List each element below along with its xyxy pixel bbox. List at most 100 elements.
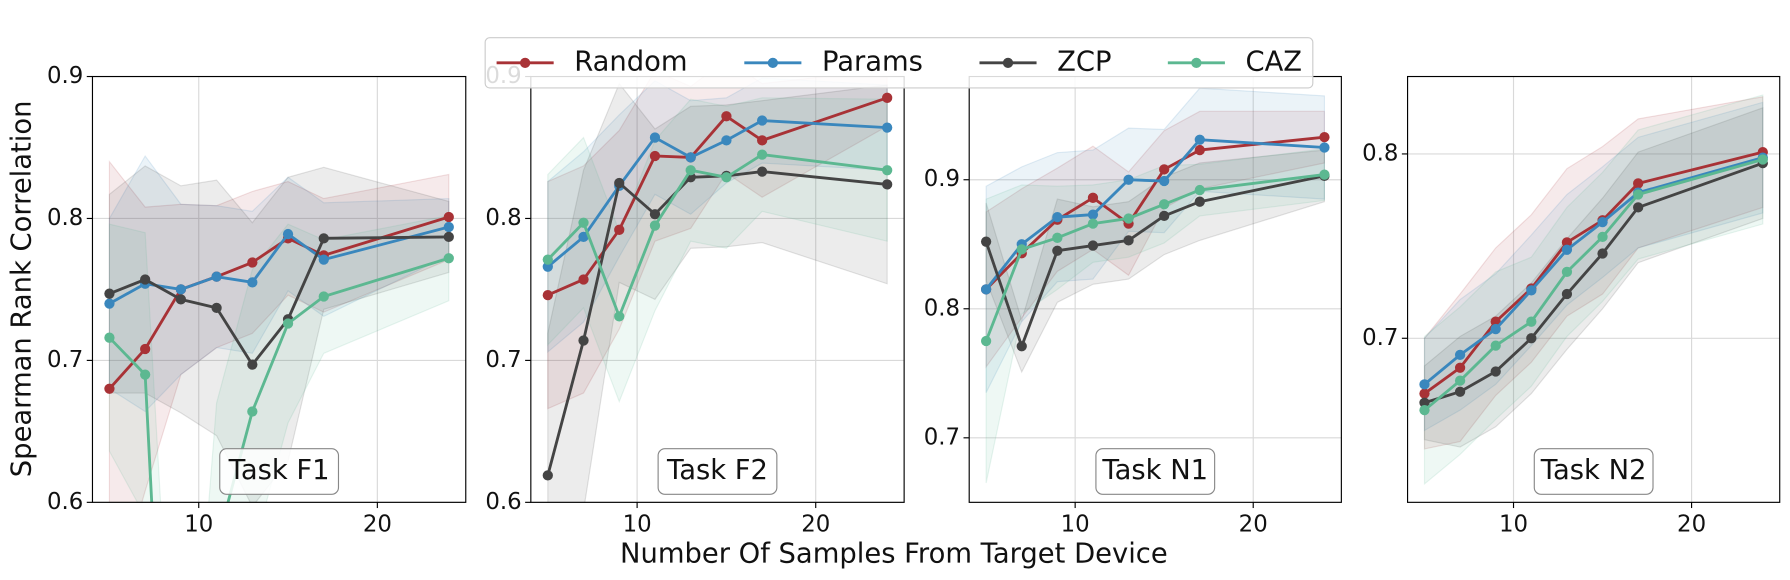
series-line <box>984 138 1325 291</box>
data-point <box>282 228 294 240</box>
y-tick-label: 0.8 <box>924 295 960 321</box>
data-point <box>1087 218 1099 229</box>
data-point <box>882 165 893 176</box>
data-point <box>542 254 553 265</box>
data-point <box>578 217 589 228</box>
plot-area <box>542 76 893 503</box>
data-point <box>1087 240 1099 251</box>
data-point <box>1052 232 1063 243</box>
data-point <box>247 277 258 288</box>
data-point <box>140 369 151 380</box>
annotation: Task F1 <box>228 455 330 486</box>
data-point <box>1561 237 1573 248</box>
series-line <box>547 96 888 297</box>
data-point <box>721 135 732 146</box>
data-point <box>649 150 661 162</box>
series-line <box>984 174 1325 351</box>
data-point <box>1597 231 1608 243</box>
data-point <box>1454 386 1466 397</box>
data-point <box>1123 213 1134 224</box>
data-point <box>247 359 258 370</box>
data-point <box>1319 142 1330 153</box>
data-point <box>1159 210 1170 222</box>
data-point <box>542 470 553 481</box>
data-point <box>882 122 893 133</box>
data-point <box>1419 379 1430 390</box>
data-point <box>756 135 768 146</box>
y-tick-label: 0.8 <box>47 205 83 231</box>
y-tick-label: 0.9 <box>924 166 960 192</box>
data-point <box>1319 132 1330 143</box>
data-point <box>1159 199 1170 210</box>
annotation-box <box>219 448 340 495</box>
data-point <box>649 209 661 220</box>
subplot: 0.6 0.7 0.8 0.9 10 20 Task F1 <box>47 63 467 538</box>
data-point <box>756 166 768 177</box>
data-point <box>104 298 115 309</box>
series-line <box>1423 156 1764 386</box>
data-point <box>1561 244 1573 255</box>
annotation-box <box>1533 448 1654 495</box>
subplot: 0.7 0.8 10 20 Task N2 <box>1362 75 1781 538</box>
annotation-box <box>1095 448 1216 495</box>
data-point <box>318 233 329 244</box>
annotation: Task N1 <box>1101 455 1208 486</box>
x-tick-label: 20 <box>1239 512 1268 538</box>
data-point <box>211 271 222 282</box>
data-point <box>1052 212 1063 223</box>
data-point <box>685 152 696 163</box>
data-point <box>756 115 768 126</box>
data-point <box>882 92 893 103</box>
data-point <box>247 257 258 268</box>
data-point <box>1526 285 1537 296</box>
data-point <box>282 318 294 329</box>
series-line <box>546 119 888 268</box>
annotation: Task N2 <box>1540 455 1647 486</box>
data-point <box>614 311 625 322</box>
x-tick-label: 10 <box>623 512 652 538</box>
data-point <box>443 211 454 223</box>
data-point <box>882 179 893 190</box>
data-point <box>175 294 187 305</box>
data-point <box>1123 235 1134 246</box>
data-point <box>1319 169 1330 180</box>
data-point <box>980 236 992 247</box>
legend-frame <box>484 37 1314 89</box>
data-point <box>1419 405 1430 416</box>
data-point <box>614 224 625 235</box>
data-point <box>1633 178 1644 189</box>
data-point <box>1526 333 1537 344</box>
plot-area <box>980 87 1330 484</box>
series-line <box>546 153 888 321</box>
data-point <box>542 261 553 272</box>
data-point <box>104 383 115 394</box>
data-point <box>443 231 454 243</box>
data-point <box>614 177 625 189</box>
data-point <box>211 302 222 314</box>
y-tick-label: 0.6 <box>47 489 83 515</box>
data-point <box>649 132 661 143</box>
data-point <box>1454 349 1466 361</box>
data-point <box>1194 144 1205 156</box>
x-axis-label: Number Of Samples From Target Device <box>620 538 1168 569</box>
y-axis-label: Spearman Rank Correlation <box>6 101 37 478</box>
data-point <box>1633 202 1644 213</box>
subplot: 0.7 0.8 0.9 10 20 Task N1 <box>924 75 1342 538</box>
error-band <box>985 87 1326 393</box>
data-point <box>721 111 732 122</box>
y-tick-label: 0.7 <box>485 347 521 373</box>
data-point <box>140 343 151 355</box>
data-point <box>1561 288 1573 300</box>
data-point <box>1016 341 1027 352</box>
error-band <box>108 214 450 503</box>
x-tick-label: 10 <box>1061 512 1090 538</box>
data-point <box>1159 164 1170 175</box>
legend-label: Random <box>574 46 687 77</box>
data-point <box>1016 244 1027 255</box>
legend: Random Params ZCP CAZ <box>484 37 1314 89</box>
data-point <box>578 335 589 346</box>
x-tick-label: 10 <box>1499 512 1528 538</box>
data-point <box>756 149 768 160</box>
